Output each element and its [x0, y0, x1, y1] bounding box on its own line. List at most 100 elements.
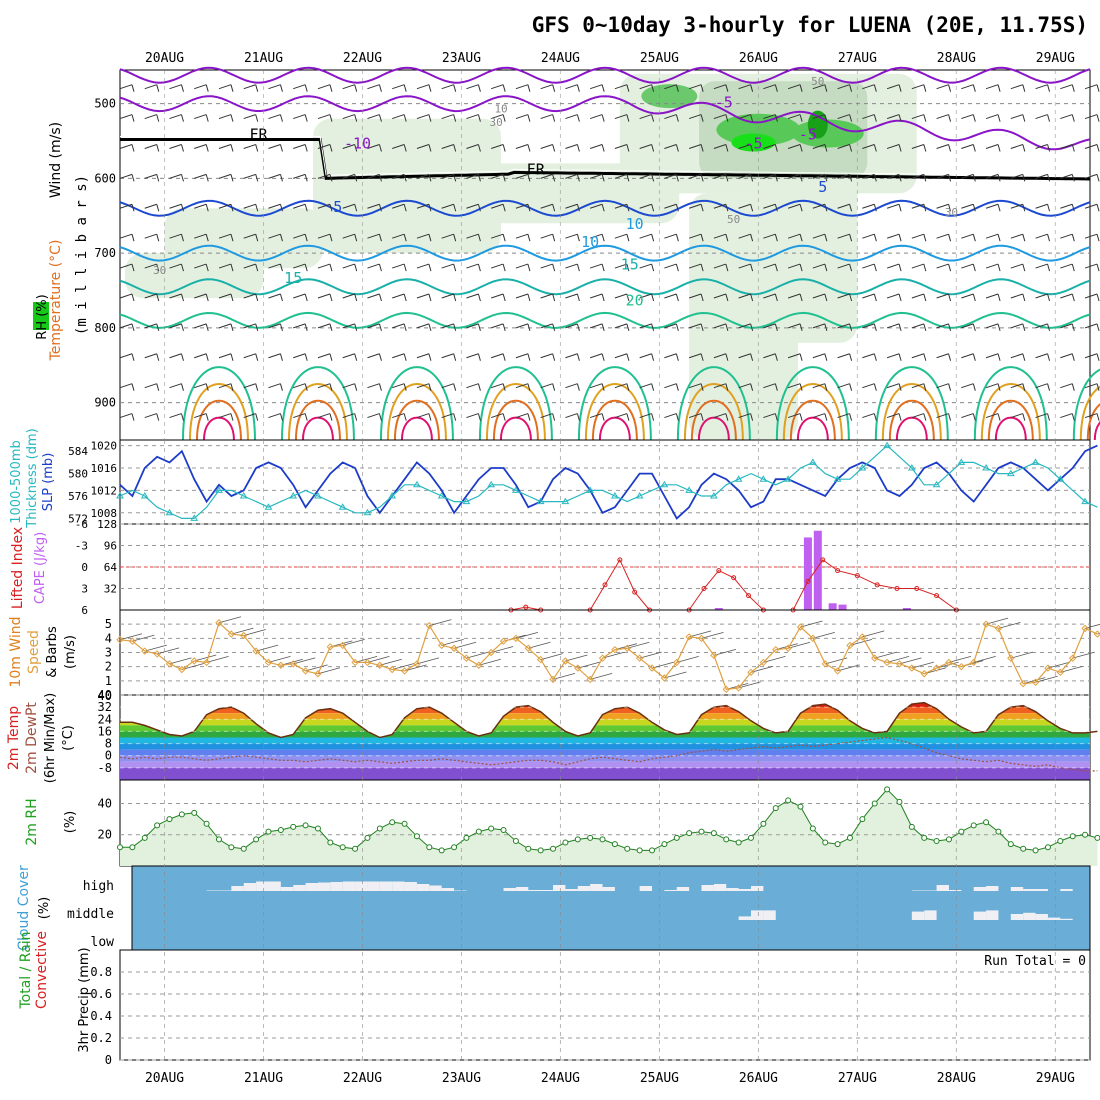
wind-speed-point	[1081, 624, 1089, 633]
rh-point	[1032, 847, 1039, 854]
wind-barb	[849, 204, 853, 212]
thickness-point	[314, 492, 322, 499]
wind-barb	[688, 203, 702, 209]
wind-barb	[565, 323, 578, 329]
wind-barb	[911, 233, 924, 239]
wind-barb	[1035, 675, 1058, 683]
cloud-high-bar	[924, 890, 937, 891]
wind-barb	[293, 114, 306, 120]
wind-barb	[119, 353, 133, 359]
wind-barb	[862, 630, 885, 638]
wind-barb	[441, 144, 454, 149]
wind-barb	[293, 173, 306, 179]
wind-barb	[169, 657, 192, 665]
cloud-mid-bar	[1023, 912, 1036, 920]
wind-barb	[243, 323, 256, 329]
wind-barb	[639, 84, 652, 90]
wind-barb	[502, 263, 506, 272]
wind-barb	[923, 323, 927, 332]
wind-speed-point	[635, 654, 644, 662]
wind-barb	[1084, 263, 1098, 269]
wind-barb	[688, 263, 702, 269]
wind-barb	[230, 84, 234, 92]
wind-barb	[700, 383, 704, 391]
wind-barb	[576, 204, 580, 212]
wind-barb	[700, 144, 704, 152]
thickness-point	[833, 475, 842, 482]
temp-band	[120, 719, 1090, 726]
rh-shade-light	[313, 118, 502, 254]
wind-barb	[329, 234, 333, 242]
wind-barb	[688, 233, 702, 239]
wind-barb	[774, 263, 778, 272]
wind-barb	[502, 174, 506, 182]
rh-point	[500, 827, 507, 834]
wind-barb	[243, 413, 256, 419]
temp-contour-surface	[775, 366, 850, 441]
wind-barb	[700, 263, 704, 272]
wind-barb	[787, 353, 801, 359]
wind-barb	[961, 233, 974, 239]
wind-barb	[354, 323, 358, 332]
cloud-high-bar	[590, 884, 603, 891]
wind-barb	[515, 413, 529, 419]
wind-barb	[997, 114, 1001, 122]
wind-barb	[453, 204, 457, 212]
wind-barb	[329, 383, 333, 391]
wind-barb	[317, 173, 331, 179]
wind-barb	[614, 173, 628, 179]
wind-barb	[886, 233, 900, 239]
wind-barb	[997, 323, 1001, 332]
wind-barb	[416, 84, 430, 90]
wind-speed-point	[784, 644, 792, 652]
wind-barb	[230, 383, 234, 391]
rh-point	[141, 834, 148, 841]
wind-barb	[169, 413, 182, 419]
cloud-high-bar	[911, 890, 925, 891]
wind-barb	[837, 233, 850, 239]
temp-band	[120, 725, 1090, 732]
contour-label: 30	[153, 264, 166, 277]
temp-contour-surface	[301, 416, 334, 441]
wind-barb	[763, 173, 776, 179]
wind-barb	[194, 353, 207, 359]
rh-point	[277, 827, 284, 834]
panel-side-label: Thickness (dm)	[25, 428, 40, 528]
wind-barb	[243, 84, 256, 90]
y-tick-label-right: 1008	[91, 507, 118, 520]
wind-barb	[441, 263, 454, 269]
wind-barb	[279, 413, 283, 421]
wind-barb	[961, 293, 974, 299]
rh-point	[352, 845, 359, 852]
wind-barb	[329, 114, 333, 122]
wind-speed-point	[982, 620, 990, 628]
wind-speed-point	[722, 685, 730, 694]
wind-barb	[837, 383, 850, 389]
wind-barb	[527, 204, 531, 212]
thickness-point	[1006, 469, 1015, 477]
wind-barb	[144, 413, 157, 419]
wind-barb	[812, 293, 826, 299]
wind-barb	[601, 234, 605, 242]
wind-barb	[243, 383, 256, 389]
wind-barb	[1035, 203, 1048, 209]
wind-barb	[1096, 144, 1100, 152]
temp-contour	[119, 66, 1091, 84]
wind-barb	[119, 144, 133, 149]
temp-contour-surface	[888, 399, 935, 441]
wind-barb	[169, 144, 182, 149]
wind-barb	[812, 203, 826, 209]
wind-barb	[502, 84, 506, 92]
wind-barb	[1060, 323, 1073, 329]
wind-speed-point	[400, 667, 409, 675]
wind-barb	[540, 114, 553, 120]
temperature-label: Temperature (°C)	[48, 240, 64, 362]
wind-barb	[181, 84, 184, 92]
wind-barb	[763, 84, 776, 90]
wind-barb	[886, 293, 900, 299]
wind-speed-point	[536, 655, 545, 664]
rh-point	[401, 820, 408, 827]
wind-barb	[639, 173, 652, 179]
wind-barb	[268, 656, 291, 663]
